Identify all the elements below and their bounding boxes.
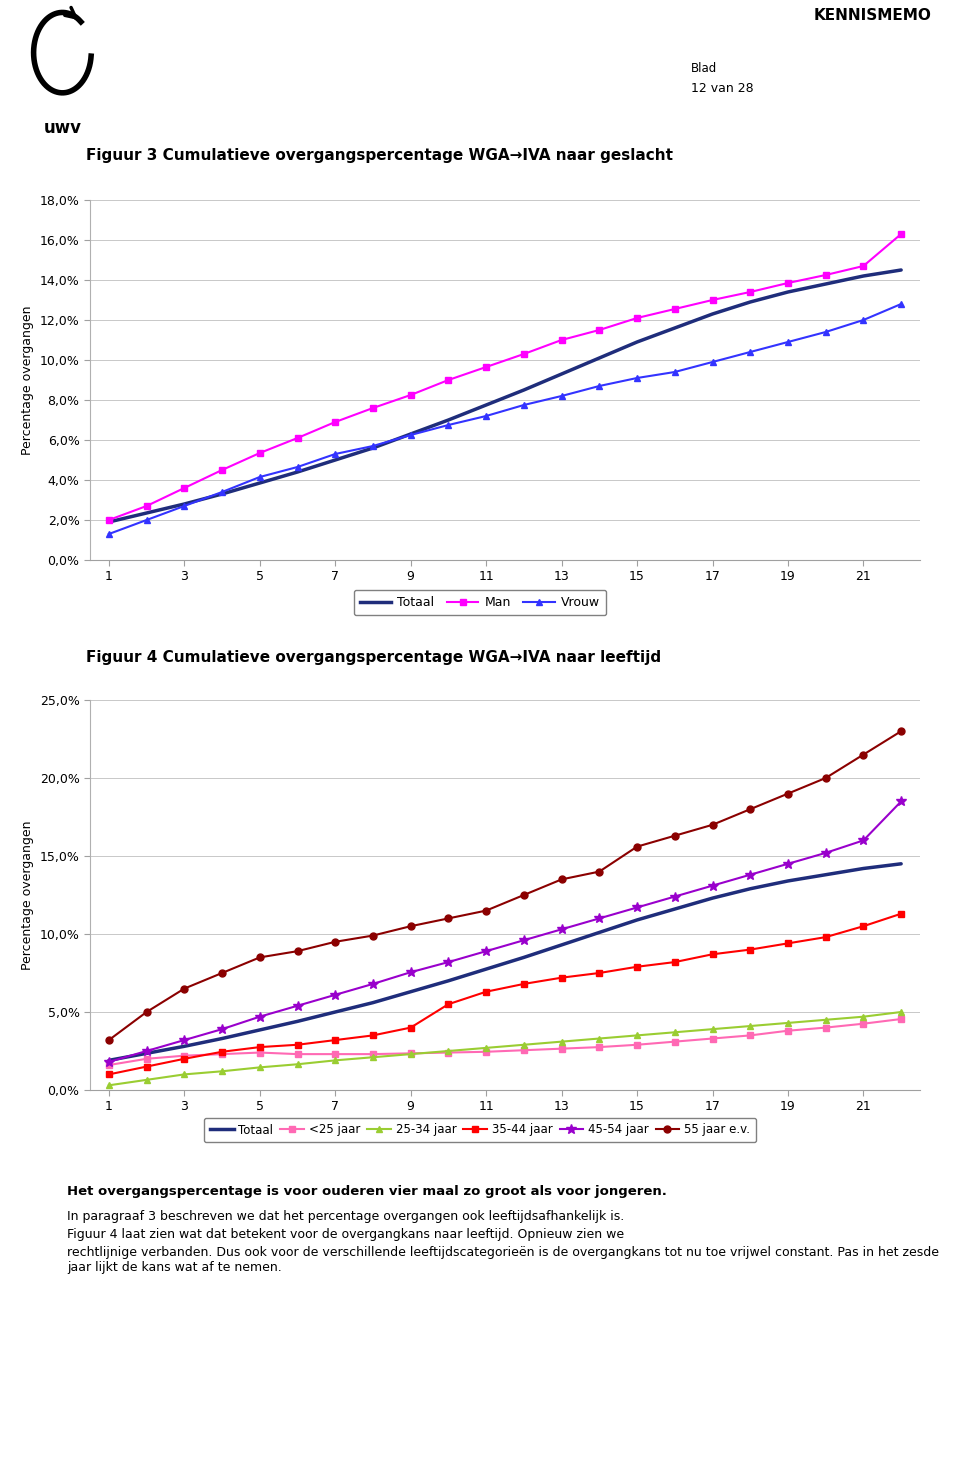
Text: Blad: Blad [691, 62, 717, 75]
Y-axis label: Percentage overgangen: Percentage overgangen [21, 820, 35, 970]
Y-axis label: Percentage overgangen: Percentage overgangen [21, 305, 35, 455]
Text: KENNISMEMO: KENNISMEMO [813, 7, 931, 24]
X-axis label: Kwartaal na instroom: Kwartaal na instroom [420, 591, 589, 606]
Text: In paragraaf 3 beschreven we dat het percentage overgangen ook leeftijdsafhankel: In paragraaf 3 beschreven we dat het per… [67, 1210, 624, 1223]
Text: 12 van 28: 12 van 28 [691, 83, 754, 94]
Text: uwv: uwv [43, 119, 82, 137]
Legend: Totaal, <25 jaar, 25-34 jaar, 35-44 jaar, 45-54 jaar, 55 jaar e.v.: Totaal, <25 jaar, 25-34 jaar, 35-44 jaar… [204, 1117, 756, 1142]
Text: Figuur 3 Cumulatieve overgangspercentage WGA→IVA naar geslacht: Figuur 3 Cumulatieve overgangspercentage… [86, 147, 673, 164]
Text: rechtlijnige verbanden. Dus ook voor de verschillende leeftijdscategorieën is de: rechtlijnige verbanden. Dus ook voor de … [67, 1246, 939, 1274]
X-axis label: Kwartaal na instroom: Kwartaal na instroom [420, 1122, 589, 1136]
Text: Het overgangspercentage is voor ouderen vier maal zo groot als voor jongeren.: Het overgangspercentage is voor ouderen … [67, 1185, 667, 1198]
Legend: Totaal, Man, Vrouw: Totaal, Man, Vrouw [353, 590, 607, 615]
Text: Figuur 4 Cumulatieve overgangspercentage WGA→IVA naar leeftijd: Figuur 4 Cumulatieve overgangspercentage… [86, 650, 661, 665]
Text: Figuur 4 laat zien wat dat betekent voor de overgangkans naar leeftijd. Opnieuw : Figuur 4 laat zien wat dat betekent voor… [67, 1228, 624, 1241]
